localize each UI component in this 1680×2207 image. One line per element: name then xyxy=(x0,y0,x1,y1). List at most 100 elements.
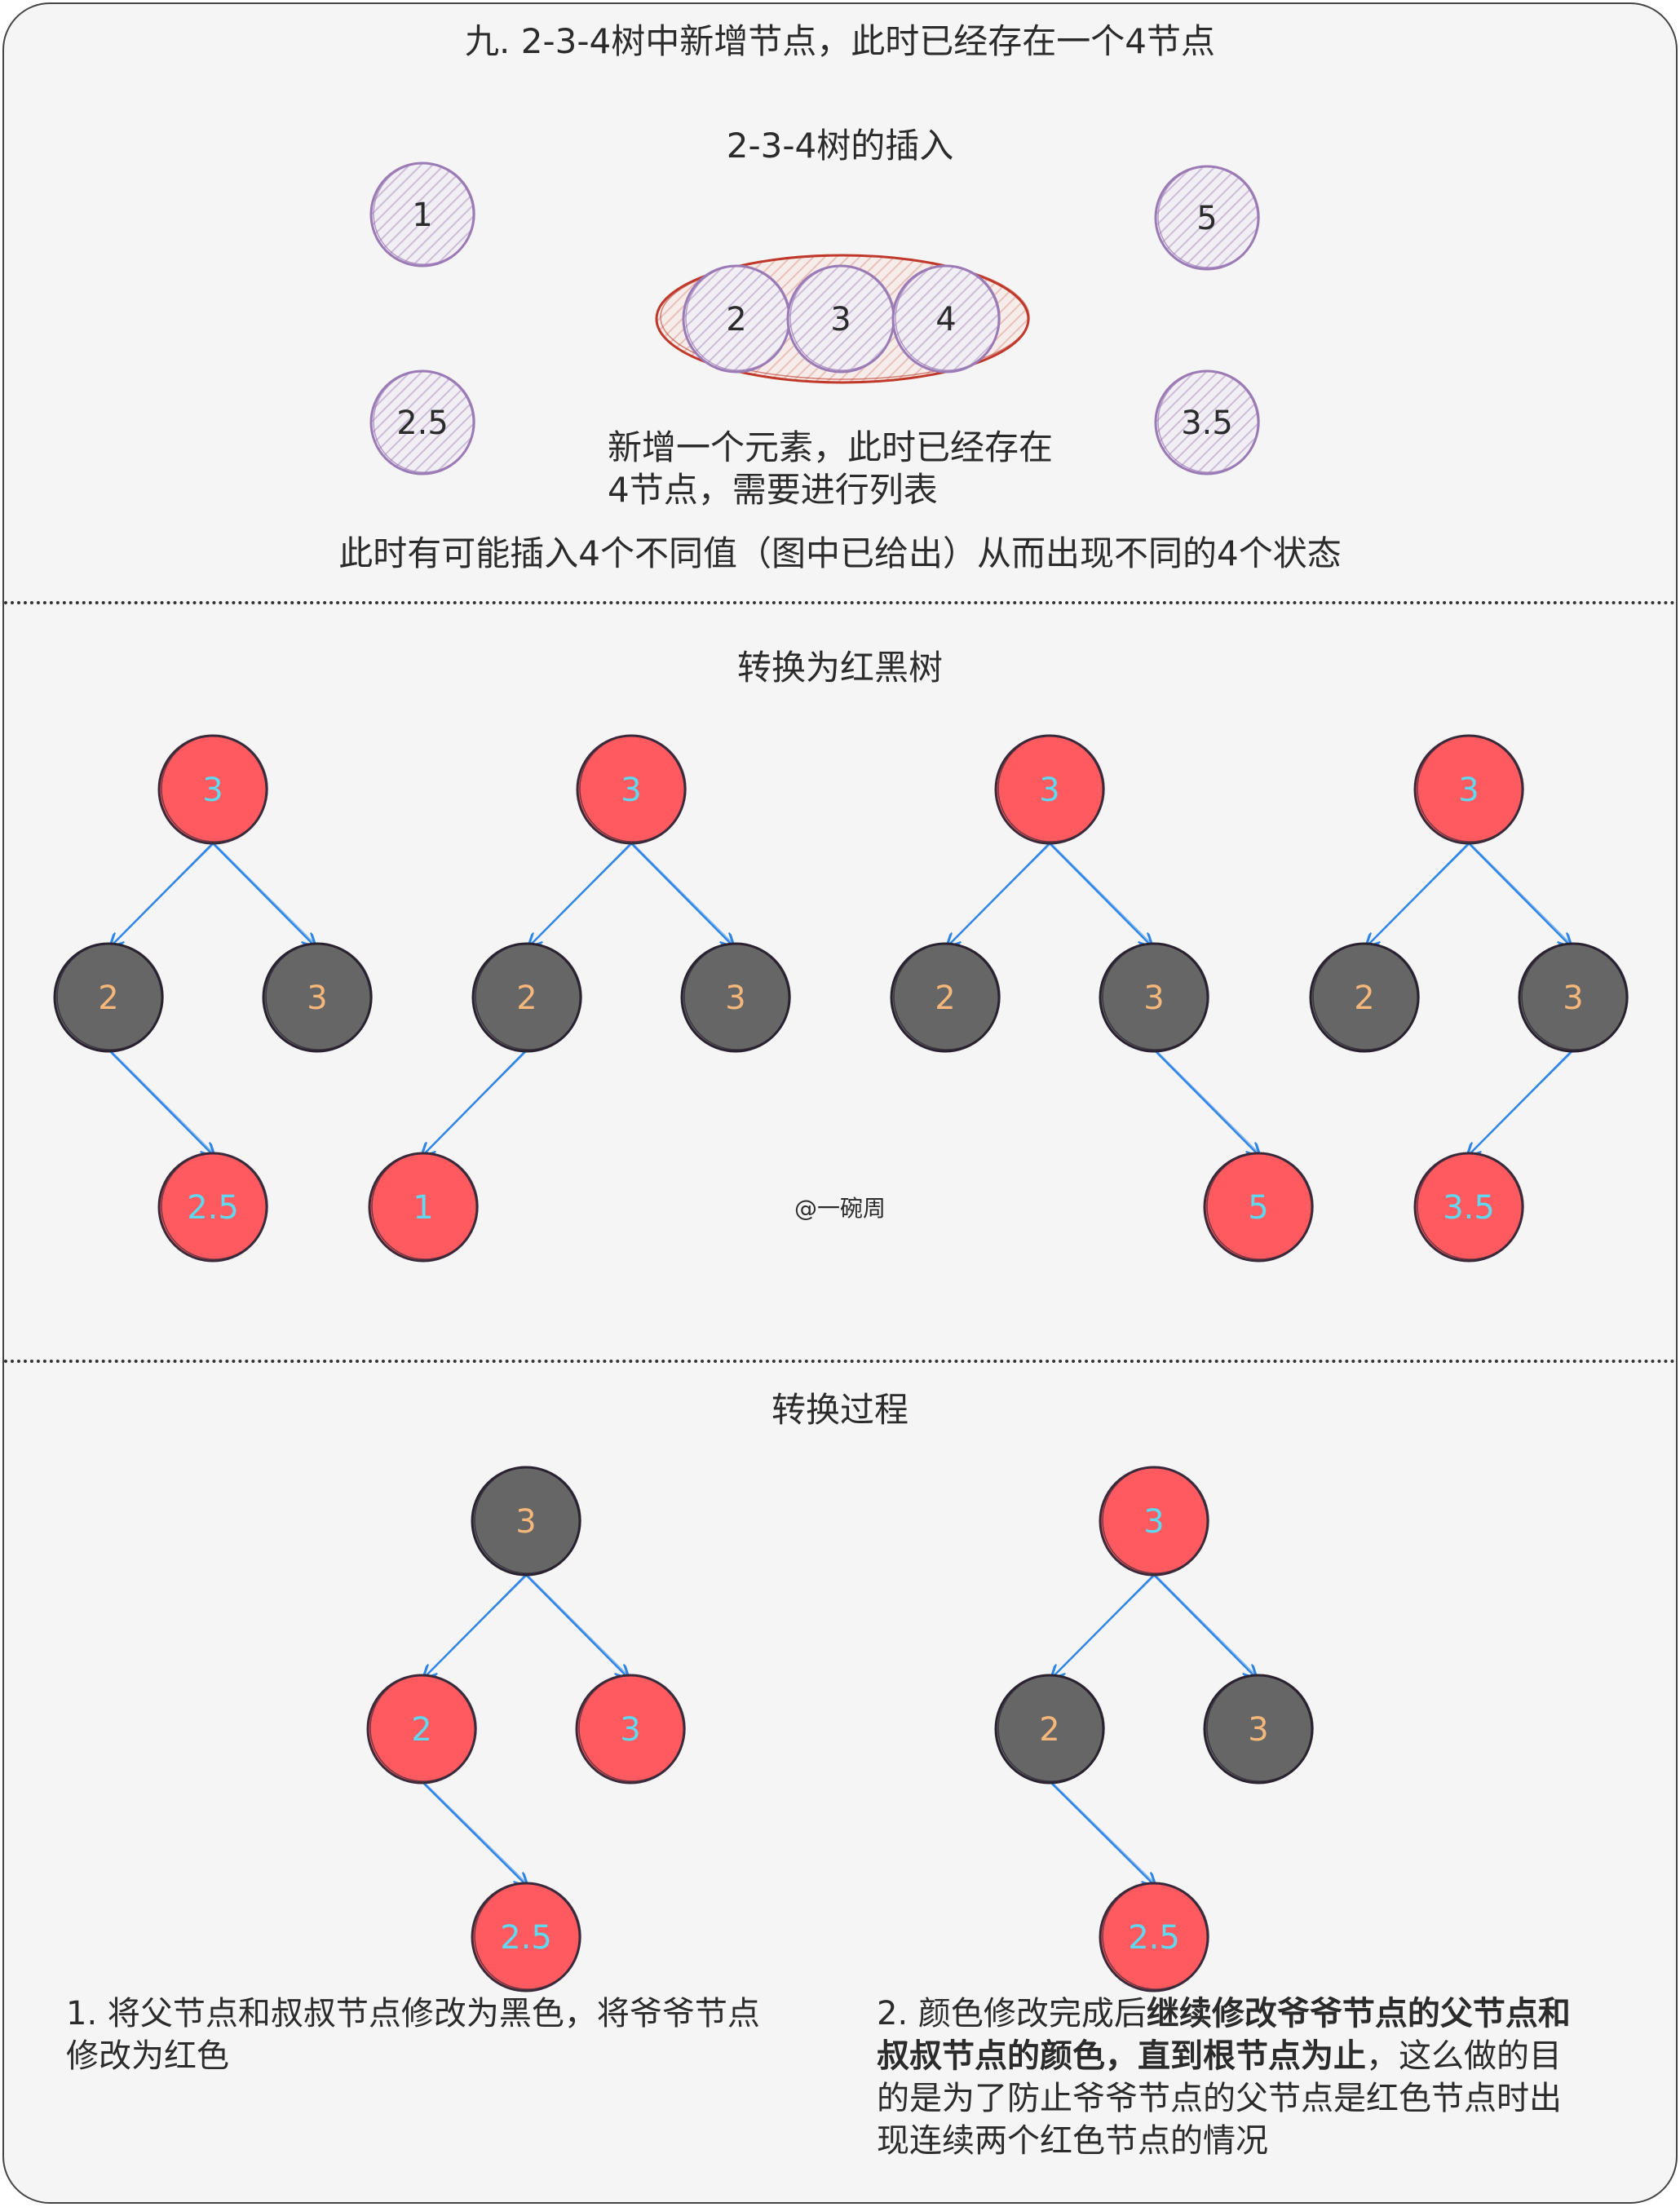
tree1-left: 2 xyxy=(53,942,164,1053)
tree1-right: 3 xyxy=(262,942,373,1053)
step2-text-b: ，这么做的目的是为了防止爷爷节点的父节点是红色节点时出现连续两个红色节点的情况 xyxy=(877,2037,1562,2160)
tree4-right: 3 xyxy=(1518,942,1629,1053)
four-node-key-3: 4 xyxy=(891,264,1001,374)
candidate-node-4: 3.5 xyxy=(1154,369,1260,475)
tree1-edge-inserted xyxy=(108,1049,213,1155)
tree4-edge-right-sketch xyxy=(1470,843,1572,944)
candidate-node-1: 1 xyxy=(369,161,475,268)
tree3-left: 2 xyxy=(890,942,1001,1053)
step2-tree-left: 2 xyxy=(994,1674,1105,1785)
tree4-right-label: 3 xyxy=(1563,980,1583,1017)
step2-tree-right: 3 xyxy=(1203,1674,1314,1785)
step1-tree-edge-inserted xyxy=(421,1780,526,1885)
tree2-edge-inserted-sketch xyxy=(423,1049,529,1154)
step1-tree-inserted-label: 2.5 xyxy=(500,1919,552,1957)
tree3-inserted-label: 5 xyxy=(1248,1189,1268,1227)
four-node-ellipse-sketch xyxy=(660,254,1030,380)
step1-tree-edge-right-sketch xyxy=(527,1574,629,1676)
step2-tree-root-label: 3 xyxy=(1143,1503,1164,1541)
tree3-root-label: 3 xyxy=(1039,772,1059,809)
step1-tree-inserted-outline xyxy=(474,1882,581,1990)
tree2-left-label: 2 xyxy=(516,980,537,1017)
tree2-right-outline xyxy=(683,943,791,1050)
step2-tree-left-outline xyxy=(997,1674,1105,1782)
step2-text-a: 2. 颜色修改完成后 xyxy=(877,1995,1147,2032)
tree1-root-outline xyxy=(161,735,268,843)
tree3-edge-inserted xyxy=(1153,1049,1258,1155)
tree1-root-label: 3 xyxy=(202,772,223,809)
step2-tree-edge-inserted-sketch xyxy=(1050,1780,1156,1884)
candidate-node-1-label: 1 xyxy=(412,197,432,234)
tree3-left-label: 2 xyxy=(935,980,955,1017)
tree2-edge-left-sketch xyxy=(530,843,634,944)
candidate-node-3-outline xyxy=(1157,166,1260,268)
tree4-right-outline xyxy=(1521,943,1629,1050)
step2-tree-inserted-label: 2.5 xyxy=(1128,1919,1180,1957)
tree2-inserted-label: 1 xyxy=(413,1189,433,1227)
tree2-edge-right-sketch xyxy=(632,843,734,944)
section-divider-2 xyxy=(4,1360,1676,1363)
step2-tree-root-outline xyxy=(1102,1466,1209,1574)
process-title: 转换过程 xyxy=(771,1390,909,1430)
candidate-node-4-label: 3.5 xyxy=(1181,405,1233,442)
note-new-element: 新增一个元素，此时已经存在 xyxy=(608,427,1054,467)
tree1-edge-right-sketch xyxy=(214,843,316,944)
tree1-inserted-label: 2.5 xyxy=(187,1189,239,1227)
tree2-edge-right xyxy=(630,843,732,945)
candidate-node-2-outline xyxy=(373,370,475,473)
step2-tree-inserted-outline xyxy=(1102,1882,1209,1990)
step2-tree-inserted: 2.5 xyxy=(1099,1882,1209,1992)
tree3-root: 3 xyxy=(994,734,1105,845)
tree2-left: 2 xyxy=(471,942,582,1053)
candidate-node-2: 2.5 xyxy=(369,369,475,475)
step2-tree-edge-right-sketch xyxy=(1155,1574,1257,1676)
candidate-node-4-outline xyxy=(1157,370,1260,473)
step1-tree-edge-right xyxy=(525,1574,627,1677)
tree3-right-outline xyxy=(1102,943,1209,1050)
step1-explanation: 1. 将父节点和叔叔节点修改为黑色，将爷爷节点修改为红色 xyxy=(66,1995,760,2075)
tree1-edge-right xyxy=(212,843,314,945)
step1-tree-left: 2 xyxy=(366,1674,477,1785)
tree1-left-outline xyxy=(56,943,164,1050)
four-node-key-3-outline xyxy=(895,265,1001,371)
tree3-right: 3 xyxy=(1099,942,1209,1053)
tree4-inserted-outline xyxy=(1417,1152,1524,1260)
tree3-right-label: 3 xyxy=(1143,980,1164,1017)
candidate-node-3: 5 xyxy=(1154,165,1260,271)
step2-tree-right-outline xyxy=(1206,1674,1314,1782)
tree2-root-label: 3 xyxy=(621,772,641,809)
tree2-root-outline xyxy=(579,735,687,843)
step1-tree-left-outline xyxy=(369,1674,477,1782)
step2-tree-edge-inserted xyxy=(1049,1780,1154,1885)
step2-tree-edge-right xyxy=(1153,1574,1255,1677)
step1-tree-right: 3 xyxy=(575,1674,686,1785)
step2-tree-edge-left-sketch xyxy=(1053,1574,1156,1676)
tree4-left-label: 2 xyxy=(1354,980,1374,1017)
tree4-root-outline xyxy=(1417,735,1524,843)
tree1-root: 3 xyxy=(157,734,268,845)
candidate-node-1-outline xyxy=(373,162,475,265)
watermark: @一碗周 xyxy=(794,1195,886,1222)
step2-tree-right-label: 3 xyxy=(1248,1711,1268,1749)
four-node-key-1: 2 xyxy=(682,264,791,374)
tree1-right-label: 3 xyxy=(307,980,327,1017)
convert-title: 转换为红黑树 xyxy=(736,648,944,688)
tree3-inserted: 5 xyxy=(1203,1152,1314,1263)
tree2-left-outline xyxy=(475,943,582,1050)
tree3-inserted-outline xyxy=(1206,1152,1314,1260)
four-node-key-3-label: 4 xyxy=(935,301,956,338)
tree1-inserted-outline xyxy=(161,1152,268,1260)
diagram-title: 九. 2-3-4树中新增节点，此时已经存在一个4节点 xyxy=(465,21,1215,61)
candidate-node-2-label: 2.5 xyxy=(396,405,449,442)
tree4-edge-right xyxy=(1468,843,1570,945)
four-node-key-2-label: 3 xyxy=(830,301,851,338)
tree2-right-label: 3 xyxy=(725,980,745,1017)
tree4-left-outline xyxy=(1312,943,1420,1050)
step1-tree-edge-left-sketch xyxy=(425,1574,528,1676)
tree2-inserted: 1 xyxy=(368,1152,479,1263)
tree3-edge-right-sketch xyxy=(1050,843,1152,944)
tree1-inserted: 2.5 xyxy=(157,1152,268,1263)
step1-tree-right-label: 3 xyxy=(620,1711,640,1749)
step1-tree-root-outline xyxy=(474,1466,581,1574)
